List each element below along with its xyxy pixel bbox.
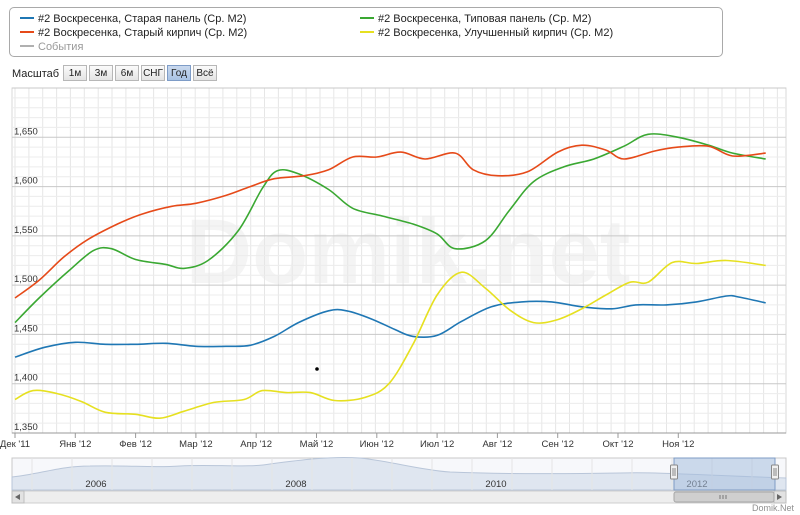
chart-legend: #2 Воскресенка, Старая панель (Ср. М2) #… [9, 7, 723, 57]
x-tick-label: Янв '12 [59, 439, 91, 450]
scrollbar-right-arrow-icon [777, 494, 782, 500]
legend-item-old-brick[interactable]: #2 Воскресенка, Старый кирпич (Ср. М2) [20, 27, 247, 40]
legend-label: #2 Воскресенка, Старая панель (Ср. М2) [38, 13, 247, 25]
scrollbar-track [11, 490, 787, 504]
zoom-button-year[interactable]: Год [167, 65, 191, 81]
y-tick-label: 1,600 [14, 176, 38, 187]
legend-swatch [20, 45, 34, 48]
grid [11, 87, 787, 434]
navigator-year-label: 2008 [285, 479, 306, 490]
x-tick-label: Фев '12 [119, 439, 152, 450]
legend-swatch [20, 31, 34, 34]
x-tick-label: Авг '12 [482, 439, 512, 450]
zoom-button-all[interactable]: Всё [193, 65, 217, 81]
y-tick-label: 1,350 [14, 422, 38, 433]
series-line-old-brick [14, 144, 766, 299]
series-line-old-panel [14, 294, 766, 358]
x-tick-label: Мар '12 [179, 439, 213, 450]
legend-swatch [360, 31, 374, 34]
legend-item-typical-panel[interactable]: #2 Воскресенка, Типовая панель (Ср. М2) [360, 13, 591, 26]
navigator-year-label: 2006 [85, 479, 106, 490]
y-tick-label: 1,450 [14, 323, 38, 334]
x-tick-label: Июн '12 [360, 439, 394, 450]
series-line-typical-panel [14, 133, 766, 324]
navigator-year-label: 2010 [485, 479, 506, 490]
legend-label: События [38, 41, 84, 53]
legend-swatch [20, 17, 34, 20]
zoom-button-1m[interactable]: 1м [63, 65, 87, 81]
navigator[interactable]: 2006200820102012 [11, 456, 787, 504]
legend-label: #2 Воскресенка, Старый кирпич (Ср. М2) [38, 27, 248, 39]
x-tick-label: Июл '12 [420, 439, 454, 450]
zoom-button-3m[interactable]: 3м [89, 65, 113, 81]
x-tick-label: Апр '12 [240, 439, 272, 450]
legend-label: #2 Воскресенка, Улучшенный кирпич (Ср. М… [378, 27, 614, 39]
scrollbar-thumb [673, 491, 775, 503]
zoom-button-ytd[interactable]: СНГ [141, 65, 165, 81]
cursor-dot [315, 367, 319, 371]
x-tick-label: Сен '12 [541, 439, 573, 450]
x-tick-label: Ноя '12 [662, 439, 694, 450]
x-tick-label: Окт '12 [602, 439, 633, 450]
series-group [14, 133, 766, 420]
y-tick-label: 1,650 [14, 126, 38, 137]
legend-item-events[interactable]: События [20, 41, 83, 54]
watermark: Domik.net [186, 201, 631, 303]
legend-item-old-panel[interactable]: #2 Воскресенка, Старая панель (Ср. М2) [20, 13, 246, 26]
zoom-button-6m[interactable]: 6м [115, 65, 139, 81]
y-axis: 1,350 1,400 1,450 1,500 1,550 1,600 1,650 [14, 126, 38, 433]
y-tick-label: 1,400 [14, 373, 38, 384]
legend-label: #2 Воскресенка, Типовая панель (Ср. М2) [378, 13, 592, 25]
y-tick-label: 1,550 [14, 225, 38, 236]
credit: Domik.Net [751, 503, 794, 513]
navigator-handle [771, 464, 779, 480]
legend-item-improved-brick[interactable]: #2 Воскресенка, Улучшенный кирпич (Ср. М… [360, 27, 613, 40]
legend-swatch [360, 17, 374, 20]
series-line-improved-brick [14, 259, 766, 420]
x-axis: Дек '11 Янв '12 Фев '12 Мар '12 Апр '12 Май '… [0, 432, 786, 450]
x-tick-label: Май '12 [300, 439, 334, 450]
navigator-selection [673, 457, 776, 491]
x-tick-label: Дек '11 [0, 439, 30, 450]
navigator-handle [670, 464, 678, 480]
scrollbar-left-arrow-icon [15, 494, 20, 500]
zoom-label: Масштаб [12, 68, 60, 80]
y-tick-label: 1,500 [14, 274, 38, 285]
